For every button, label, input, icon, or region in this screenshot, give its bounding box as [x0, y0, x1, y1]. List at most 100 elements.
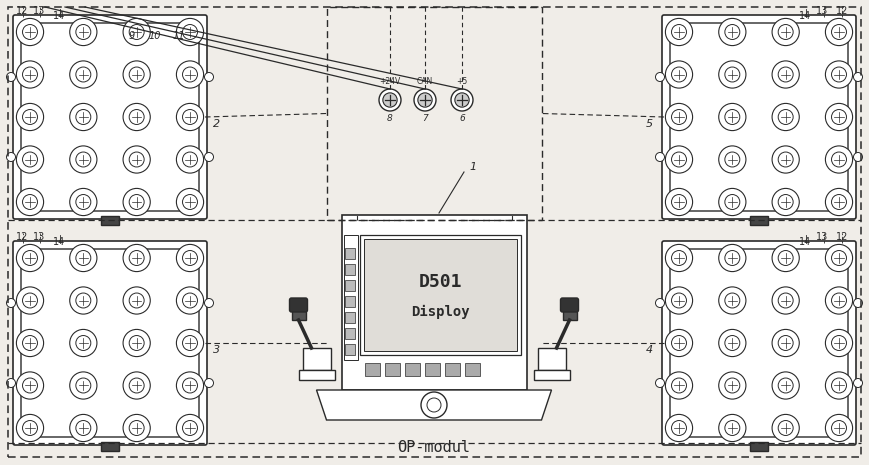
Circle shape: [76, 67, 91, 82]
Bar: [344, 264, 355, 275]
Circle shape: [725, 25, 740, 40]
Circle shape: [70, 414, 97, 442]
Circle shape: [23, 152, 37, 167]
Circle shape: [129, 378, 144, 393]
Circle shape: [76, 110, 91, 125]
Text: 14: 14: [799, 11, 812, 21]
Circle shape: [76, 293, 91, 308]
Polygon shape: [316, 390, 552, 420]
Circle shape: [182, 293, 197, 308]
Text: 8: 8: [387, 114, 393, 123]
Circle shape: [666, 146, 693, 173]
FancyBboxPatch shape: [289, 298, 308, 312]
Circle shape: [778, 420, 793, 436]
Circle shape: [725, 67, 740, 82]
Text: 12: 12: [836, 232, 848, 242]
FancyBboxPatch shape: [662, 15, 856, 219]
Circle shape: [123, 329, 150, 357]
Circle shape: [204, 73, 214, 81]
Bar: [344, 296, 355, 307]
Circle shape: [421, 392, 447, 418]
Text: 4: 4: [646, 345, 653, 355]
Circle shape: [129, 67, 144, 82]
Text: 14: 14: [53, 237, 65, 247]
Bar: [344, 344, 355, 355]
Circle shape: [182, 251, 197, 266]
Circle shape: [772, 245, 799, 272]
Circle shape: [719, 414, 746, 442]
Circle shape: [772, 329, 799, 357]
Circle shape: [666, 188, 693, 216]
Circle shape: [778, 194, 793, 209]
Circle shape: [826, 372, 852, 399]
Circle shape: [772, 61, 799, 88]
Text: 12: 12: [16, 232, 29, 242]
Circle shape: [655, 73, 665, 81]
Circle shape: [176, 372, 203, 399]
Circle shape: [23, 67, 37, 82]
Bar: [534, 370, 569, 380]
Circle shape: [672, 251, 687, 266]
Circle shape: [725, 293, 740, 308]
Circle shape: [70, 188, 97, 216]
Circle shape: [666, 287, 693, 314]
Bar: [445, 363, 460, 376]
Circle shape: [176, 414, 203, 442]
Circle shape: [719, 245, 746, 272]
Circle shape: [17, 287, 43, 314]
Text: +24V: +24V: [380, 77, 401, 86]
Circle shape: [182, 110, 197, 125]
Circle shape: [725, 251, 740, 266]
Circle shape: [129, 152, 144, 167]
Text: 13: 13: [33, 6, 45, 16]
Circle shape: [666, 19, 693, 46]
Bar: [538, 348, 566, 370]
Circle shape: [826, 245, 852, 272]
FancyBboxPatch shape: [13, 241, 207, 445]
Circle shape: [832, 67, 846, 82]
Circle shape: [129, 420, 144, 436]
Text: Disploy: Disploy: [411, 305, 469, 319]
Circle shape: [70, 329, 97, 357]
Circle shape: [6, 379, 16, 387]
Bar: [291, 302, 306, 320]
Bar: [342, 215, 527, 390]
Bar: [343, 235, 357, 360]
Circle shape: [17, 414, 43, 442]
Circle shape: [832, 110, 846, 125]
FancyBboxPatch shape: [670, 249, 848, 437]
Circle shape: [853, 299, 863, 307]
Circle shape: [778, 110, 793, 125]
Circle shape: [23, 194, 37, 209]
Circle shape: [826, 103, 852, 131]
Circle shape: [666, 414, 693, 442]
Circle shape: [672, 336, 687, 351]
FancyBboxPatch shape: [21, 23, 199, 211]
Circle shape: [70, 245, 97, 272]
Circle shape: [832, 251, 846, 266]
Circle shape: [826, 19, 852, 46]
Circle shape: [772, 103, 799, 131]
Bar: [344, 248, 355, 259]
Circle shape: [666, 103, 693, 131]
Circle shape: [17, 329, 43, 357]
Circle shape: [123, 414, 150, 442]
Circle shape: [826, 414, 852, 442]
Bar: [360, 235, 521, 355]
Circle shape: [725, 420, 740, 436]
Circle shape: [853, 379, 863, 387]
Text: +5: +5: [456, 77, 468, 86]
Circle shape: [17, 188, 43, 216]
Circle shape: [666, 329, 693, 357]
Circle shape: [672, 420, 687, 436]
Text: 12: 12: [836, 6, 848, 16]
Circle shape: [204, 379, 214, 387]
Circle shape: [182, 378, 197, 393]
Circle shape: [719, 188, 746, 216]
Circle shape: [719, 103, 746, 131]
Circle shape: [123, 287, 150, 314]
Bar: [101, 442, 119, 451]
Bar: [298, 370, 335, 380]
Text: 13: 13: [33, 232, 45, 242]
FancyBboxPatch shape: [662, 241, 856, 445]
